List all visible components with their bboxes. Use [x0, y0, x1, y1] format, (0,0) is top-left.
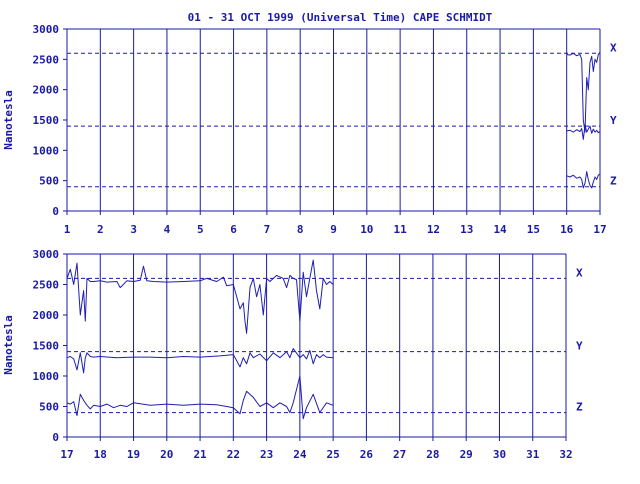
y-tick-label: 1000 [33, 144, 60, 157]
y-tick-label: 500 [39, 175, 59, 188]
series-line-x [566, 51, 601, 133]
component-label-z: Z [610, 175, 617, 188]
y-tick-label: 500 [39, 401, 59, 414]
chart-title: 01 - 31 OCT 1999 (Universal Time) CAPE S… [188, 11, 493, 24]
series-line-y [566, 124, 601, 140]
x-tick-label: 17 [593, 223, 606, 236]
x-tick-label: 3 [130, 223, 137, 236]
series-line-y [66, 348, 334, 374]
component-label-x: X [610, 41, 617, 54]
x-tick-label: 31 [526, 448, 540, 461]
x-tick-label: 19 [127, 448, 140, 461]
x-tick-label: 23 [260, 448, 273, 461]
series-line-x [66, 259, 334, 334]
y-axis-label: Nanotesla [2, 90, 15, 150]
component-label-z: Z [576, 401, 583, 414]
x-tick-label: 4 [164, 223, 171, 236]
x-tick-label: 6 [230, 223, 237, 236]
x-tick-label: 22 [227, 448, 240, 461]
x-tick-label: 7 [264, 223, 271, 236]
x-tick-label: 21 [193, 448, 207, 461]
x-tick-label: 25 [327, 448, 340, 461]
y-tick-label: 2500 [33, 279, 60, 292]
x-tick-label: 32 [559, 448, 572, 461]
y-tick-label: 2000 [33, 84, 60, 97]
x-tick-label: 13 [460, 223, 473, 236]
x-tick-label: 2 [97, 223, 104, 236]
x-tick-label: 14 [493, 223, 507, 236]
y-tick-label: 2000 [33, 309, 60, 322]
y-tick-label: 1000 [33, 370, 60, 383]
x-tick-label: 27 [393, 448, 406, 461]
x-tick-label: 12 [427, 223, 440, 236]
component-label-x: X [576, 266, 583, 279]
y-tick-label: 0 [52, 205, 59, 218]
chart-panel-2: 17 18 19 20 21 22 23 24 25 26 27 28 29 30 31 32 0 500 1000… [2, 248, 583, 461]
x-tick-label: 15 [527, 223, 540, 236]
y-tick-label: 1500 [33, 340, 60, 353]
series-line-z [566, 171, 601, 189]
x-tick-label: 10 [360, 223, 373, 236]
series-line-z [66, 375, 334, 420]
y-axis-label: Nanotesla [2, 315, 15, 375]
x-tick-label: 17 [60, 448, 73, 461]
component-label-y: Y [610, 114, 617, 127]
x-tick-label: 20 [160, 448, 173, 461]
x-tick-label: 1 [64, 223, 71, 236]
y-tick-label: 1500 [33, 114, 60, 127]
x-tick-label: 26 [360, 448, 374, 461]
x-tick-label: 11 [394, 223, 408, 236]
x-tick-label: 30 [493, 448, 506, 461]
x-tick-label: 18 [94, 448, 107, 461]
x-tick-label: 16 [560, 223, 574, 236]
y-tick-label: 0 [52, 431, 59, 444]
x-tick-label: 28 [426, 448, 439, 461]
x-tick-label: 29 [460, 448, 473, 461]
y-tick-label: 2500 [33, 53, 60, 66]
component-label-y: Y [576, 340, 583, 353]
chart-panel-1: 1 2 3 4 5 6 7 8 9 10 11 12 13 14 15 16 17050010001500200… [2, 23, 617, 236]
x-tick-label: 8 [297, 223, 304, 236]
x-tick-label: 9 [330, 223, 337, 236]
y-tick-label: 3000 [33, 23, 60, 36]
y-tick-label: 3000 [33, 248, 60, 261]
x-tick-label: 5 [197, 223, 204, 236]
x-tick-label: 24 [293, 448, 307, 461]
